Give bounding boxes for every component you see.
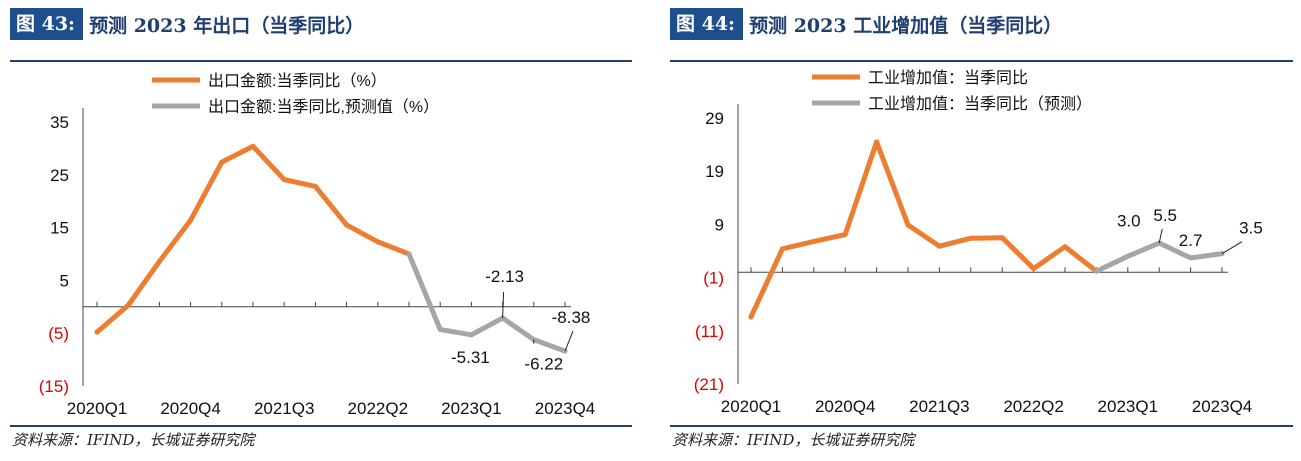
series-point-1 xyxy=(1062,244,1068,250)
legend-label-1: 出口金额:当季同比（%） xyxy=(208,72,387,90)
series-point-2 xyxy=(468,332,474,338)
series-point-1 xyxy=(874,139,880,145)
figure-43-tag: 图 43: xyxy=(10,8,84,40)
data-label-leader xyxy=(1221,241,1243,255)
series-point-1 xyxy=(281,177,287,183)
legend-label-2: 出口金额:当季同比,预测值（%） xyxy=(208,98,439,116)
x-tick-label: 2020Q4 xyxy=(160,399,221,418)
data-label-leader xyxy=(1158,228,1163,244)
figure-44-bottom-rule xyxy=(670,425,1293,427)
data-label-leader xyxy=(564,330,574,352)
legend-label-1: 工业增加值：当季同比 xyxy=(868,69,1028,87)
data-label: -8.38 xyxy=(552,308,591,327)
figure-44-top-rule xyxy=(670,60,1293,62)
x-tick-label: 2022Q2 xyxy=(1003,397,1064,416)
data-label-leader xyxy=(502,292,505,319)
figure-44-panel: 图 44: 预测 2023 工业增加值（当季同比） 工业增加值：当季同比 工业增加… xyxy=(660,0,1301,461)
series-point-1 xyxy=(811,238,817,244)
series-point-1 xyxy=(1031,266,1037,272)
series-point-1 xyxy=(842,232,848,238)
y-tick-label: 29 xyxy=(705,109,724,128)
series-point-1 xyxy=(936,243,942,249)
series-point-1 xyxy=(312,183,318,189)
figure-44-source: 资料来源：IFIND，长城证券研究院 xyxy=(672,431,915,449)
series-point-1 xyxy=(94,329,100,335)
y-tick-label: (5) xyxy=(48,324,69,343)
x-tick-label: 2021Q3 xyxy=(254,399,315,418)
series-point-2 xyxy=(1125,253,1131,259)
x-tick-label: 2023Q4 xyxy=(535,399,596,418)
y-tick-label: 15 xyxy=(50,219,69,238)
figure-44-tag: 图 44: xyxy=(670,8,744,40)
series-line-1 xyxy=(748,139,1099,320)
series-point-1 xyxy=(250,143,256,149)
y-tick-label: 25 xyxy=(50,166,69,185)
series-point-1 xyxy=(375,239,381,245)
figure-44-header: 图 44: 预测 2023 工业增加值（当季同比） xyxy=(670,8,1062,40)
data-label: 3.5 xyxy=(1239,219,1263,238)
x-tick-label: 2020Q1 xyxy=(721,397,782,416)
series-point-1 xyxy=(156,258,162,264)
x-tick-label: 2023Q4 xyxy=(1192,397,1253,416)
y-tick-label: (21) xyxy=(694,375,724,394)
series-point-1 xyxy=(999,235,1005,241)
series-point-2 xyxy=(1188,255,1194,261)
figure-43-source: 资料来源：IFIND，长城证券研究院 xyxy=(12,431,255,449)
series-point-2 xyxy=(406,251,412,257)
y-tick-label: 5 xyxy=(60,271,69,290)
figure-43-bottom-rule xyxy=(10,425,632,427)
x-tick-label: 2023Q1 xyxy=(441,399,502,418)
series-point-2 xyxy=(437,327,443,333)
series-point-1 xyxy=(344,222,350,228)
figure-43-title: 预测 2023 年出口（当季同比） xyxy=(89,14,365,37)
legend-label-2: 工业增加值：当季同比（预测） xyxy=(868,95,1092,113)
y-tick-label: (1) xyxy=(703,269,724,288)
figure-43-header: 图 43: 预测 2023 年出口（当季同比） xyxy=(10,8,364,40)
data-label: 3.0 xyxy=(1117,211,1141,230)
data-label: 5.5 xyxy=(1153,206,1177,225)
figure-43-top-rule xyxy=(10,60,632,62)
series-point-2 xyxy=(1093,268,1099,274)
x-tick-label: 2020Q4 xyxy=(815,397,876,416)
series-line-2 xyxy=(406,251,568,354)
figure-43-panel: 图 43: 预测 2023 年出口（当季同比） 出口金额:当季同比（%） 出口金额… xyxy=(0,0,640,461)
series-line-2 xyxy=(1093,240,1225,274)
export-yoy-chart: 出口金额:当季同比（%） 出口金额:当季同比,预测值（%） 35 25 15 5 (5) (1… xyxy=(39,72,596,418)
y-tick-label: (11) xyxy=(695,322,724,341)
x-tick-label: 2021Q3 xyxy=(909,397,970,416)
data-label: -6.22 xyxy=(524,355,563,374)
x-tick-label: 2022Q2 xyxy=(348,399,409,418)
series-point-1 xyxy=(905,222,911,228)
figure-44-title: 预测 2023 工业增加值（当季同比） xyxy=(749,14,1063,37)
series-point-1 xyxy=(748,314,754,320)
series-point-1 xyxy=(125,302,131,308)
y-tick-label: 35 xyxy=(50,113,69,132)
series-point-1 xyxy=(968,235,974,241)
data-label: -2.13 xyxy=(485,267,524,286)
series-point-1 xyxy=(219,159,225,165)
series-point-2 xyxy=(1156,240,1162,246)
series-point-1 xyxy=(188,217,194,223)
x-tick-label: 2023Q1 xyxy=(1098,397,1159,416)
series-point-1 xyxy=(779,246,785,252)
y-tick-label: (15) xyxy=(39,377,69,396)
data-label: 2.7 xyxy=(1179,231,1203,250)
x-tick-label: 2020Q1 xyxy=(67,399,128,418)
y-tick-label: 9 xyxy=(715,215,724,234)
data-label: -5.31 xyxy=(451,348,490,367)
y-tick-label: 19 xyxy=(705,162,724,181)
